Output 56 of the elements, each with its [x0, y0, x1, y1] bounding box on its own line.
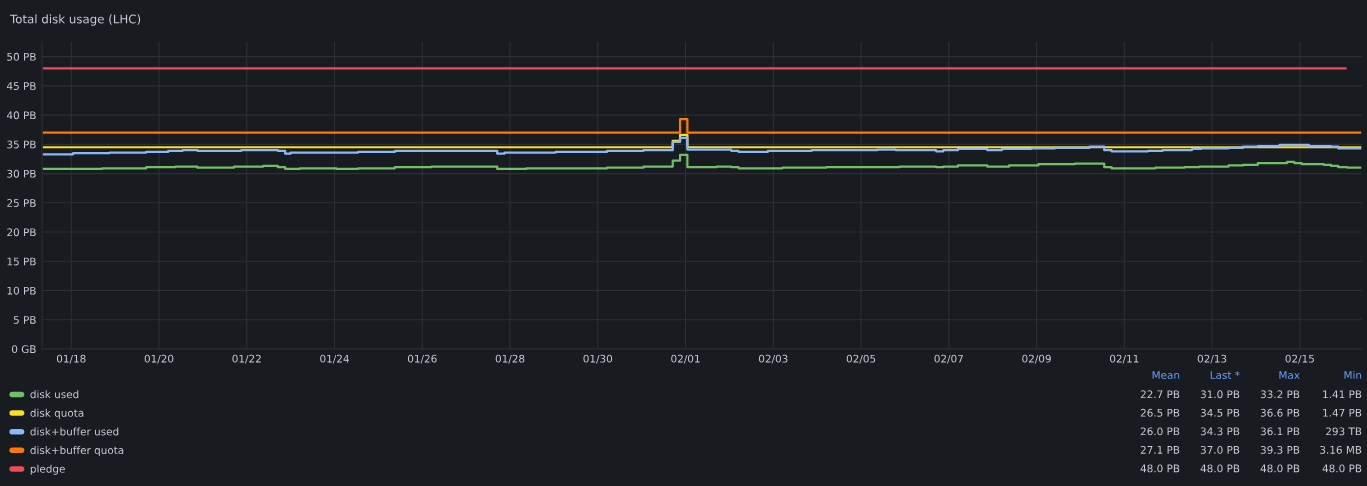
text: 39.3 PB — [1260, 445, 1300, 454]
x-tick-label: 02/05 — [846, 354, 876, 364]
text: 48.0 PB — [1322, 464, 1362, 473]
legend-label: disk quota — [30, 408, 84, 419]
y-tick-label: 50 PB — [7, 52, 36, 61]
text: 36.1 PB — [1260, 427, 1300, 436]
text: 48.0 PB — [1260, 464, 1300, 473]
text: 34.5 PB — [1200, 408, 1240, 417]
text: 48.0 PB — [1200, 464, 1240, 473]
y-tick-label: 40 PB — [6, 111, 36, 120]
text: 37.0 PB — [1200, 445, 1240, 454]
x-tick-label: 02/15 — [1285, 354, 1314, 364]
text: 34.3 PB — [1200, 427, 1240, 436]
x-tick-label: 01/18 — [56, 354, 86, 364]
y-tick-label: 15 PB — [7, 257, 36, 266]
x-tick-label: 01/20 — [144, 354, 174, 364]
text: Max — [1279, 371, 1300, 380]
x-tick-label: 02/03 — [758, 354, 788, 364]
legend-label: disk+buffer used — [30, 427, 119, 436]
text: 33.2 PB — [1260, 390, 1300, 399]
text: 293 TB — [1326, 427, 1362, 436]
y-tick-label: 20 PB — [7, 228, 36, 237]
text: 22.7 PB — [1140, 390, 1180, 399]
y-tick-label: 45 PB — [6, 82, 36, 90]
y-tick-label: 0 GB — [11, 345, 36, 354]
x-tick-label: 02/01 — [671, 354, 700, 364]
legend-label: disk+buffer quota — [30, 446, 124, 457]
y-tick-label: 35 PB — [7, 140, 36, 149]
x-tick-label: 01/26 — [407, 354, 437, 364]
text: 1.47 PB — [1323, 408, 1362, 417]
text: 31.0 PB — [1200, 390, 1240, 399]
y-tick-label: 5 PB — [13, 316, 36, 324]
text: 26.5 PB — [1140, 408, 1180, 417]
legend-label: disk used — [30, 390, 79, 399]
y-tick-label: 25 PB — [7, 199, 36, 207]
x-tick-label: 01/24 — [320, 354, 349, 364]
text: Last * — [1210, 371, 1240, 380]
text: 36.6 PB — [1260, 408, 1300, 417]
text: Mean — [1152, 371, 1180, 380]
legend-label: pledge — [30, 464, 65, 475]
x-tick-label: 01/28 — [495, 354, 525, 364]
x-tick-label: 02/13 — [1197, 354, 1227, 364]
x-tick-label: 02/09 — [1022, 354, 1051, 364]
text: 27.1 PB — [1140, 445, 1180, 454]
y-tick-label: 30 PB — [7, 169, 36, 178]
x-tick-label: 01/30 — [583, 354, 613, 364]
text: Min — [1344, 370, 1362, 379]
text: 26.0 PB — [1140, 427, 1180, 436]
x-tick-label: 02/07 — [934, 354, 963, 364]
x-tick-label: 01/22 — [232, 354, 261, 364]
chart-title: Total disk usage (LHC) — [9, 14, 141, 26]
text: 48.0 PB — [1140, 464, 1180, 473]
text: 3.16 MB — [1320, 445, 1362, 454]
text: 1.41 PB — [1323, 390, 1362, 399]
x-tick-label: 02/11 — [1110, 354, 1139, 364]
y-tick-label: 10 PB — [7, 286, 36, 295]
